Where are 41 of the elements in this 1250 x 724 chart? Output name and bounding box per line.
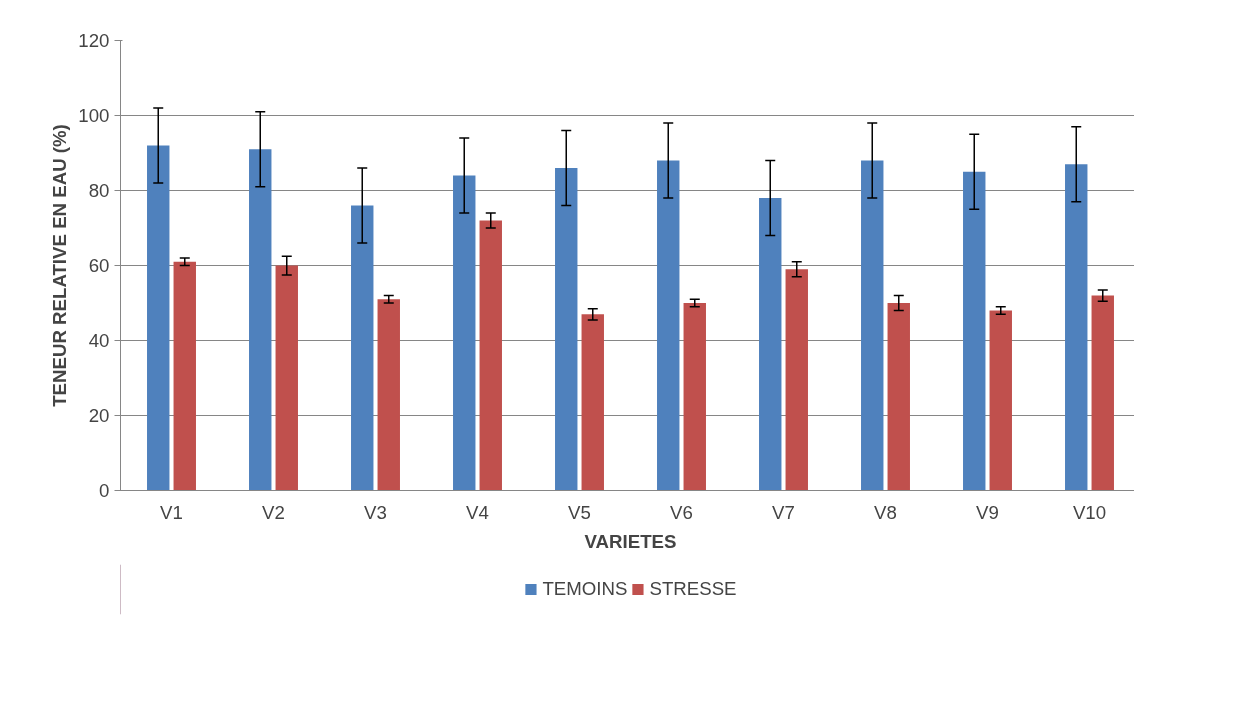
bar	[963, 171, 986, 491]
bar	[989, 310, 1012, 491]
y-tick-label: 40	[88, 330, 110, 351]
x-tick-label: V5	[568, 501, 591, 523]
y-tick-label: 120	[78, 30, 110, 51]
bar	[453, 175, 476, 491]
bar	[581, 314, 604, 491]
bar	[351, 205, 374, 491]
bar	[275, 265, 298, 491]
y-tick-label: 0	[99, 480, 110, 501]
bar	[785, 269, 808, 491]
y-tick-label: 20	[88, 405, 110, 426]
bar	[657, 160, 680, 491]
legend-label: TEMOINS	[542, 578, 628, 600]
bar	[249, 149, 272, 491]
x-tick-label: V10	[1072, 501, 1107, 523]
x-tick-label: V8	[874, 501, 897, 523]
bar	[479, 220, 502, 491]
x-tick-label: V4	[466, 501, 489, 523]
x-tick-label: V7	[772, 501, 795, 523]
bar	[683, 303, 706, 491]
x-tick-label: V2	[262, 501, 285, 523]
bar	[377, 299, 400, 491]
bar	[759, 198, 782, 491]
y-tick-label: 80	[88, 180, 110, 201]
x-tick-label: V6	[670, 501, 693, 523]
bar	[1065, 164, 1088, 491]
x-tick-label: V1	[160, 501, 183, 523]
bar	[147, 145, 170, 491]
bar	[861, 160, 884, 491]
x-tick-label: V9	[976, 501, 999, 523]
bar	[1091, 295, 1114, 491]
x-axis-title: VARIETES	[584, 530, 677, 552]
bar	[887, 303, 910, 491]
bar	[555, 168, 578, 491]
legend-label: STRESSE	[649, 578, 737, 600]
bar	[173, 261, 196, 491]
x-tick-label: V3	[364, 501, 387, 523]
y-axis-title: TENEUR RELATIVE EN EAU (%)	[49, 124, 71, 407]
y-tick-label: 60	[88, 255, 110, 276]
y-tick-label: 100	[78, 105, 110, 126]
